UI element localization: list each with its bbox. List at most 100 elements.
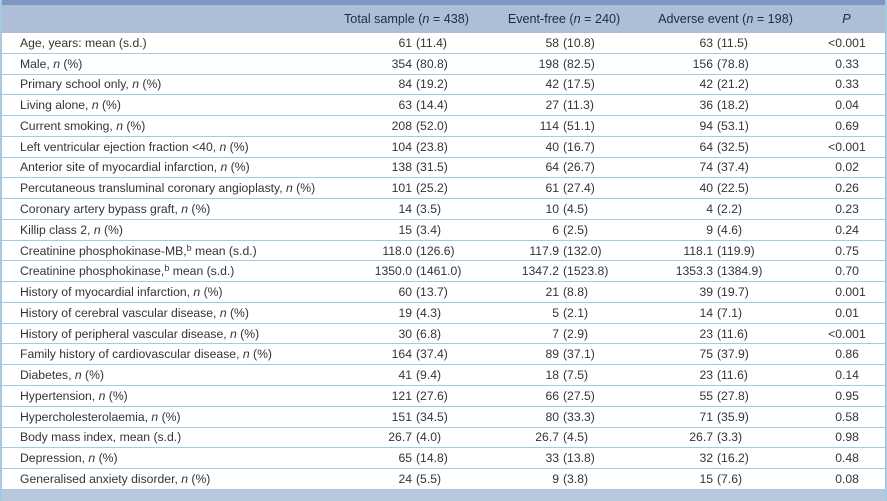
p-value-cell: <0.001 [808,327,885,341]
value-mean: 354 [391,56,412,71]
value-sd: (3.4) [416,222,442,237]
adverse-event-cell: 118.1 (119.9) [643,244,808,258]
label-text: n [53,56,60,71]
row-label: Diabetes, n (%) [2,368,328,382]
row-label: Anterior site of myocardial infarction, … [2,160,328,174]
row-label: Creatinine phosphokinase-MB,b mean (s.d.… [2,244,328,258]
label-text: n [193,285,201,300]
value-sd: (31.5) [416,160,448,175]
total-sample-cell: 30 (6.8) [328,327,485,341]
value-sd: (132.0) [563,243,602,258]
value-mean: 118.0 [382,243,412,258]
value-sd: (5.5) [416,471,442,486]
label-text: Creatinine phosphokinase-MB, [20,243,187,258]
value-sd: (119.9) [717,243,755,258]
value-mean: 117.9 [529,243,559,258]
value-sd: (80.8) [416,56,448,71]
row-label: Creatinine phosphokinase,b mean (s.d.) [2,264,328,278]
value-sd: (27.5) [563,388,595,403]
value-mean: 118.1 [683,243,713,258]
adverse-event-cell: 156 (78.8) [643,57,808,71]
p-int: 0 [835,264,842,279]
value-mean: 23 [699,368,713,383]
value-sd: (37.4) [717,160,749,175]
p-value-cell: 0.33 [808,77,885,91]
p-frac: .04 [842,98,859,113]
row-label: Coronary artery bypass graft, n (%) [2,202,328,216]
adverse-event-cell: 63 (11.5) [643,36,808,50]
adverse-event-cell: 74 (37.4) [643,160,808,174]
total-sample-cell: 15 (3.4) [328,223,485,237]
p-value-cell: 0.001 [808,285,885,299]
total-sample-cell: 104 (23.8) [328,140,485,154]
value-mean: 15 [699,471,713,486]
header-text: Adverse event ( [658,12,747,26]
row-label: History of myocardial infarction, n (%) [2,285,328,299]
value-mean: 58 [545,35,559,50]
label-text: n [116,118,123,133]
value-mean: 1347.2 [521,264,559,279]
event-free-cell: 64 (26.7) [485,160,643,174]
label-text: n [219,305,227,320]
label-text: (%) [188,471,211,486]
value-mean: 32 [699,451,713,466]
table-row: Hypercholesterolaemia, n (%) 151 (34.5) 80 (… [2,407,885,428]
label-text: n [242,347,250,362]
value-sd: (14.4) [416,98,448,113]
p-value-cell: 0.33 [808,57,885,71]
total-sample-cell: 14 (3.5) [328,202,485,216]
p-frac: .001 [842,35,866,50]
value-sd: (27.4) [563,181,595,196]
event-free-cell: 27 (11.3) [485,98,643,112]
value-mean: 15 [398,222,412,237]
adverse-event-cell: 71 (35.9) [643,410,808,424]
value-mean: 89 [545,347,559,362]
value-sd: (16.2) [717,451,749,466]
p-frac: .33 [842,77,859,92]
adverse-event-cell: 64 (32.5) [643,140,808,154]
value-mean: 61 [545,181,559,196]
label-text: (%) [139,77,162,92]
value-sd: (2.9) [563,326,589,341]
label-text: (%) [59,56,83,71]
total-sample-cell: 354 (80.8) [328,57,485,71]
value-sd: (9.4) [416,368,442,383]
value-sd: (21.2) [717,77,749,92]
adverse-event-cell: 15 (7.6) [643,472,808,486]
event-free-cell: 117.9 (132.0) [485,244,643,258]
table-row: Percutaneous transluminal coronary angio… [2,178,885,200]
value-sd: (7.1) [717,305,743,320]
value-sd: (52.0) [416,118,448,133]
label-text: (%) [249,347,272,362]
p-int: 0 [835,451,842,466]
value-sd: (4.5) [563,202,589,216]
p-value-cell: <0.001 [808,36,885,50]
value-mean: 63 [699,35,713,50]
header-text: = 240) [580,12,621,26]
table-row: Anterior site of myocardial infarction, … [2,158,885,179]
label-text: Current smoking, [20,118,117,133]
label-text: n [74,368,82,383]
p-value-cell: 0.58 [808,410,885,424]
total-sample-cell: 26.7 (4.0) [328,430,485,444]
label-text: (%) [105,388,128,403]
p-frac: .95 [842,388,859,403]
row-label: History of cerebral vascular disease, n … [2,306,328,320]
p-frac: .48 [842,451,859,466]
value-mean: 94 [699,118,713,133]
value-mean: 26.7 [689,430,713,445]
value-mean: 64 [545,160,559,175]
event-free-cell: 1347.2 (1523.8) [485,264,643,278]
label-text: (%) [292,181,316,196]
label-text: (%) [226,305,249,320]
event-free-cell: 7 (2.9) [485,327,643,341]
value-mean: 40 [545,139,559,154]
p-frac: .26 [842,181,859,196]
label-text: Left ventricular ejection fraction <40, [20,139,220,154]
table-row: Family history of cardiovascular disease… [2,344,885,366]
value-mean: 61 [398,35,412,50]
value-sd: (78.8) [717,56,749,71]
value-sd: (11.6) [717,326,748,341]
event-free-cell: 42 (17.5) [485,77,643,91]
